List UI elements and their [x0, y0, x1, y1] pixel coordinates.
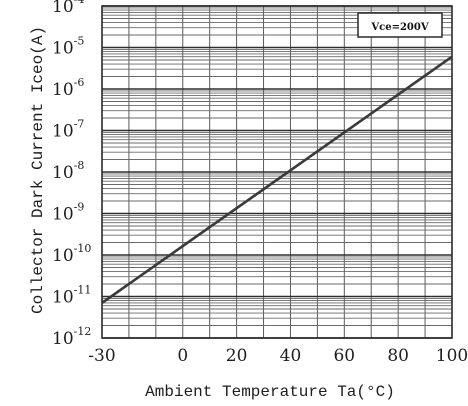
x-axis-title: Ambient Temperature Ta(°C) [145, 383, 395, 401]
y-tick-labels: 10-4 10-5 10-6 10-7 10-8 10-9 10-10 10-11 10-12 [52, 0, 91, 349]
legend-box [357, 12, 443, 38]
plot-grid [101, 5, 453, 339]
y-tick-label: 10-10 [52, 242, 91, 266]
x-tick-label: 60 [333, 346, 355, 366]
x-tick-label: 80 [387, 346, 409, 366]
series-layer [101, 55, 453, 304]
y-axis-title: Collector Dark Current Iceo(A) [29, 26, 47, 314]
x-tick-label: 0 [177, 346, 188, 366]
legend-label: Vce=200V [370, 22, 428, 33]
plot-frame [101, 5, 453, 339]
x-tick-labels: -30 0 20 40 60 80 100 [88, 346, 468, 366]
y-tick-label: 10-12 [52, 325, 91, 349]
y-tick-label: 10-11 [52, 284, 91, 308]
x-tick-label: 40 [280, 346, 302, 366]
y-tick-label: 10-9 [52, 201, 84, 225]
y-tick-label: 10-4 [52, 0, 84, 17]
legend: Vce=200V [357, 12, 443, 38]
x-tick-label: 100 [436, 346, 468, 366]
x-tick-label: -30 [88, 346, 115, 366]
y-tick-label: 10-8 [52, 159, 84, 183]
series-line [101, 55, 453, 304]
y-tick-label: 10-5 [52, 35, 84, 59]
y-tick-label: 10-6 [52, 76, 84, 100]
y-tick-label: 10-7 [52, 118, 84, 142]
x-tick-label: 20 [226, 346, 248, 366]
